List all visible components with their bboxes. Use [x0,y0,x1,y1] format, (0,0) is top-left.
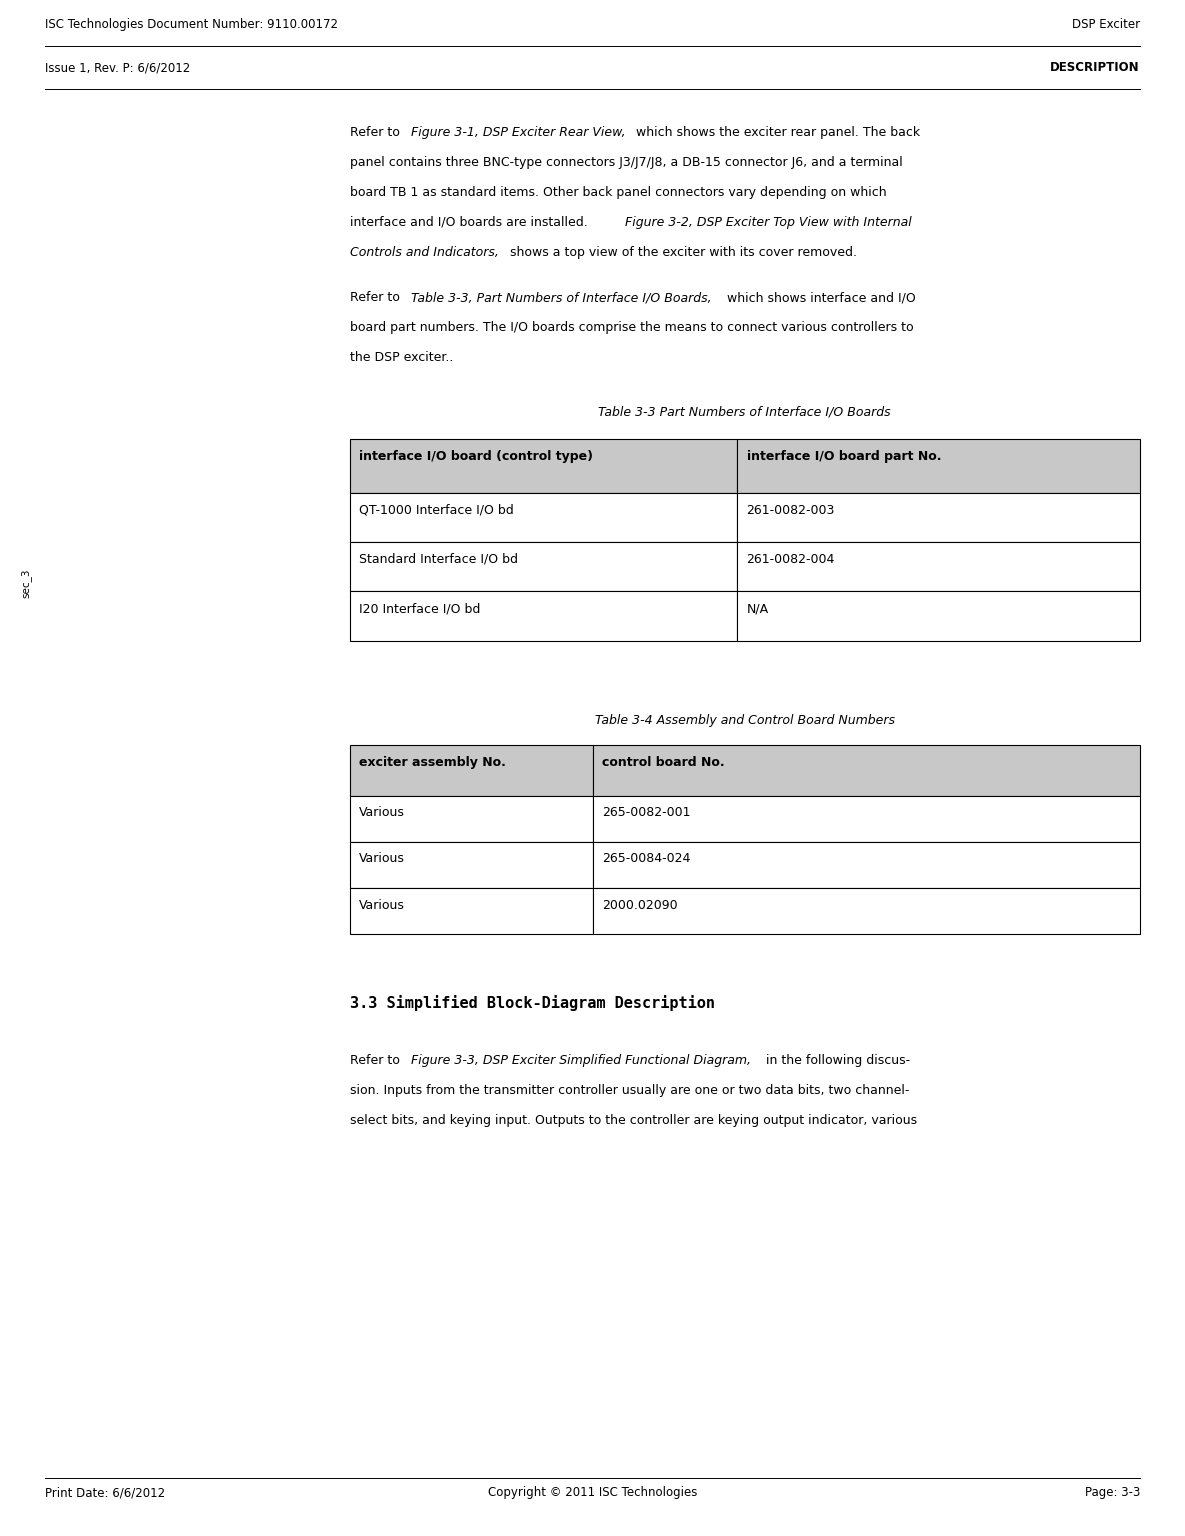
Bar [350,888,592,934]
Text: the DSP exciter..: the DSP exciter.. [350,350,453,364]
Text: Refer to: Refer to [350,126,403,138]
Text: Table 3-3, Part Numbers of Interface I/O Boards,: Table 3-3, Part Numbers of Interface I/O… [411,292,712,304]
Text: in the following discus-: in the following discus- [762,1054,910,1066]
Text: Refer to: Refer to [350,292,403,304]
Text: Figure 3-2, DSP Exciter Top View with Internal: Figure 3-2, DSP Exciter Top View with In… [624,217,911,229]
Text: select bits, and keying input. Outputs to the controller are keying output indic: select bits, and keying input. Outputs t… [350,1114,917,1126]
Bar [592,745,1140,796]
Text: Various: Various [359,899,405,911]
Text: Table 3-4 Assembly and Control Board Numbers: Table 3-4 Assembly and Control Board Num… [595,714,895,727]
Text: Print Date: 6/6/2012: Print Date: 6/6/2012 [45,1487,165,1499]
Text: Figure 3-1, DSP Exciter Rear View,: Figure 3-1, DSP Exciter Rear View, [411,126,626,138]
Text: Standard Interface I/O bd: Standard Interface I/O bd [359,553,518,565]
Text: Copyright © 2011 ISC Technologies: Copyright © 2011 ISC Technologies [488,1487,697,1499]
Text: which shows interface and I/O: which shows interface and I/O [724,292,916,304]
Bar [350,842,592,888]
Text: Refer to: Refer to [350,1054,403,1066]
Text: Issue 1, Rev. P: 6/6/2012: Issue 1, Rev. P: 6/6/2012 [45,61,191,74]
Bar [737,439,1140,493]
Bar [350,796,592,842]
Text: DSP Exciter: DSP Exciter [1072,18,1140,31]
Bar [592,888,1140,934]
Text: DESCRIPTION: DESCRIPTION [1050,61,1140,74]
Bar [592,796,1140,842]
Bar [350,542,737,591]
Text: 265-0084-024: 265-0084-024 [602,852,691,865]
Text: ISC Technologies Document Number: 9110.00172: ISC Technologies Document Number: 9110.0… [45,18,338,31]
Text: Figure 3-3, DSP Exciter Simplified Functional Diagram,: Figure 3-3, DSP Exciter Simplified Funct… [411,1054,751,1066]
Text: control board No.: control board No. [602,756,724,768]
Text: board TB 1 as standard items. Other back panel connectors vary depending on whic: board TB 1 as standard items. Other back… [350,186,886,198]
Text: Page: 3-3: Page: 3-3 [1084,1487,1140,1499]
Text: Controls and Indicators,: Controls and Indicators, [350,246,499,258]
Bar [737,493,1140,542]
Text: 261-0082-003: 261-0082-003 [747,504,835,516]
Bar [350,591,737,641]
Text: QT-1000 Interface I/O bd: QT-1000 Interface I/O bd [359,504,514,516]
Text: interface I/O board part No.: interface I/O board part No. [747,450,941,462]
Bar [737,591,1140,641]
Text: interface and I/O boards are installed.: interface and I/O boards are installed. [350,217,591,229]
Text: 265-0082-001: 265-0082-001 [602,806,691,819]
Text: panel contains three BNC-type connectors J3/J7/J8, a DB-15 connector J6, and a t: panel contains three BNC-type connectors… [350,157,902,169]
Text: I20 Interface I/O bd: I20 Interface I/O bd [359,602,480,614]
Text: exciter assembly No.: exciter assembly No. [359,756,506,768]
Text: shows a top view of the exciter with its cover removed.: shows a top view of the exciter with its… [506,246,857,258]
Text: which shows the exciter rear panel. The back: which shows the exciter rear panel. The … [633,126,921,138]
Text: sec_3: sec_3 [20,568,32,599]
Bar [350,493,737,542]
Text: Various: Various [359,806,405,819]
Text: 2000.02090: 2000.02090 [602,899,678,911]
Text: N/A: N/A [747,602,769,614]
Text: interface I/O board (control type): interface I/O board (control type) [359,450,592,462]
Text: 261-0082-004: 261-0082-004 [747,553,835,565]
Bar [737,542,1140,591]
Text: 3.3 Simplified Block-Diagram Description: 3.3 Simplified Block-Diagram Description [350,995,715,1011]
Text: board part numbers. The I/O boards comprise the means to connect various control: board part numbers. The I/O boards compr… [350,321,914,333]
Text: Table 3-3 Part Numbers of Interface I/O Boards: Table 3-3 Part Numbers of Interface I/O … [598,406,891,418]
Bar [350,439,737,493]
Bar [350,745,592,796]
Text: sion. Inputs from the transmitter controller usually are one or two data bits, t: sion. Inputs from the transmitter contro… [350,1084,909,1097]
Bar [592,842,1140,888]
Text: Various: Various [359,852,405,865]
